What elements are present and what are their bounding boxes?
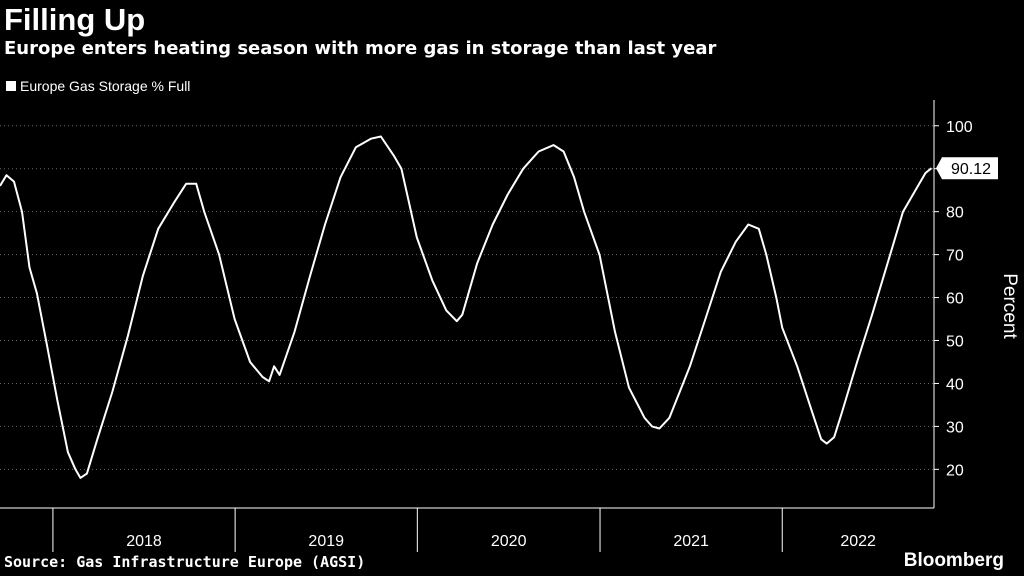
y-tick-label-50: 50 — [946, 334, 964, 351]
last-value-label: 90.12 — [951, 161, 991, 178]
chart-title: Filling Up — [4, 2, 146, 37]
y-tick-label-20: 20 — [946, 462, 964, 479]
source-note: Source: Gas Infrastructure Europe (AGSI) — [4, 553, 366, 571]
x-tick-label-2018: 2018 — [126, 533, 162, 550]
x-tick-label-2019: 2019 — [308, 533, 344, 550]
legend-label: Europe Gas Storage % Full — [20, 78, 191, 94]
y-axis-title: Percent — [999, 273, 1020, 339]
x-tick-label-2022: 2022 — [840, 533, 876, 550]
y-tick-label-70: 70 — [946, 248, 964, 265]
y-tick-label-80: 80 — [946, 205, 964, 222]
brand-logo: Bloomberg — [903, 550, 1004, 571]
y-tick-label-60: 60 — [946, 291, 964, 308]
series-line — [0, 135, 933, 479]
legend: Europe Gas Storage % Full — [6, 78, 190, 94]
x-tick-label-2020: 2020 — [491, 533, 527, 550]
legend-swatch — [6, 81, 16, 91]
y-tick-label-40: 40 — [946, 376, 964, 393]
x-tick-label-2021: 2021 — [673, 533, 709, 550]
last-value-badge — [936, 157, 998, 180]
y-tick-label-100: 100 — [946, 119, 973, 136]
y-tick-label-30: 30 — [946, 419, 964, 436]
chart-subtitle: Europe enters heating season with more g… — [4, 38, 717, 59]
